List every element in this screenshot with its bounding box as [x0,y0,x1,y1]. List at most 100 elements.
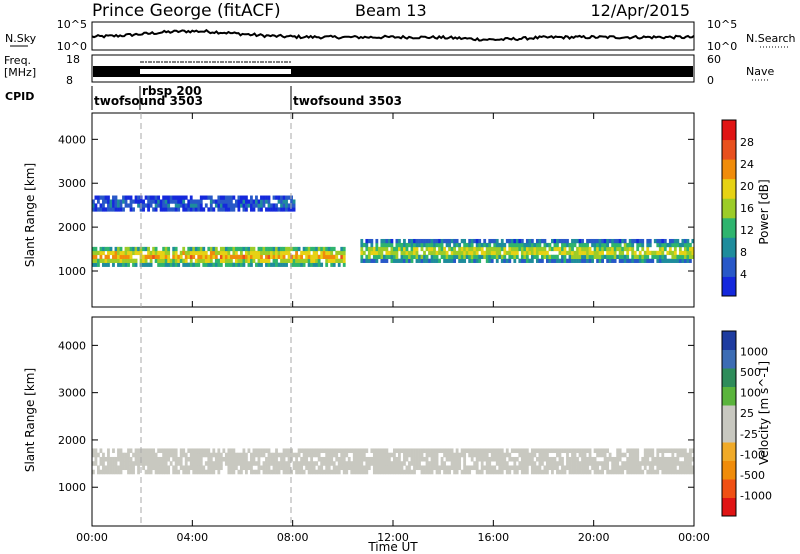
cpid-segment-1: twofsound 3503 [94,94,203,108]
velocity-cell [578,469,582,475]
velocity-cell [360,448,364,454]
velocity-cell [573,448,577,454]
velocity-cell [636,448,640,454]
power-cell [370,242,374,248]
velocity-cell [152,452,156,458]
velocity-cell [307,461,311,466]
velocity-colorbar-tick: 25 [740,407,754,420]
power-cell [222,203,226,208]
power-cell [199,195,203,200]
power-cell [403,254,406,260]
power-colorbar-swatch [722,178,736,199]
velocity-cell [282,456,286,462]
velocity-cell [357,448,361,454]
power-cell [119,262,123,267]
velocity-cell [653,461,657,466]
power-cell [658,246,662,252]
velocity-cell [438,448,441,454]
velocity-cell [643,452,647,458]
velocity-cell [134,456,138,462]
power-cell [470,250,474,256]
velocity-cell [112,448,115,454]
velocity-cell [673,465,677,471]
power-cell [119,258,123,263]
power-cell [92,258,95,263]
velocity-cell [648,448,652,454]
velocity-cell [232,448,236,454]
power-cell [683,238,687,244]
velocity-cell [162,456,166,462]
power-cell [340,254,344,260]
power-cell [440,242,444,248]
power-cell [167,254,171,260]
power-cell [174,262,178,267]
power-cell [367,250,371,256]
velocity-cell [107,448,110,454]
power-cell [413,250,416,256]
power-cell [450,254,454,260]
power-cell [199,258,203,263]
velocity-cell [633,469,637,475]
velocity-cell [485,456,489,462]
velocity-cell [312,465,316,471]
power-cell [566,258,569,263]
velocity-cell [199,469,203,475]
power-cell [167,195,171,200]
power-cell [500,258,504,263]
velocity-cell [505,452,509,458]
power-cell [162,258,166,263]
power-cell [490,246,494,252]
power-cell [468,242,472,248]
power-cell [435,254,439,260]
velocity-cell [312,469,316,475]
power-cell [375,242,379,248]
power-cell [571,246,574,252]
power-cell [277,246,281,252]
power-cell [641,238,645,244]
time-tick-label: 20:00 [578,531,610,544]
power-cell [455,242,459,248]
velocity-cell [144,452,148,458]
power-cell [515,250,519,256]
power-cell [194,246,198,252]
velocity-colorbar-swatch [722,405,736,424]
velocity-cell [648,461,652,466]
power-colorbar-swatch [722,276,736,297]
power-cell [410,250,414,256]
velocity-cell [435,448,439,454]
velocity-colorbar-tick: -25 [740,428,758,441]
velocity-cell [576,465,579,471]
power-cell [510,246,514,252]
velocity-cell [310,452,314,458]
power-cell [438,238,441,244]
power-cell [112,262,115,267]
power-cell [666,242,670,248]
velocity-cell [621,452,625,458]
power-cell [408,258,411,263]
power-cell [533,254,537,260]
power-cell [97,262,100,267]
power-cell [192,199,196,204]
velocity-cell [393,456,396,462]
power-cell [265,254,268,260]
power-cell [613,246,617,252]
power-cell [360,238,364,244]
power-cell [157,203,161,208]
power-cell [94,262,98,267]
nave-label: Nave [746,65,774,78]
velocity-cell [586,461,589,466]
power-cell [425,242,429,248]
power-cell [631,238,635,244]
power-cell [556,258,559,263]
velocity-cell [603,465,607,471]
power-cell [122,195,125,200]
power-cell [681,242,685,248]
velocity-cell [300,469,303,475]
power-cell [591,254,594,260]
velocity-cell [219,461,223,466]
power-cell [209,246,213,252]
velocity-cell [315,448,319,454]
velocity-cell [591,461,594,466]
power-cell [234,258,238,263]
power-cell [360,250,364,256]
